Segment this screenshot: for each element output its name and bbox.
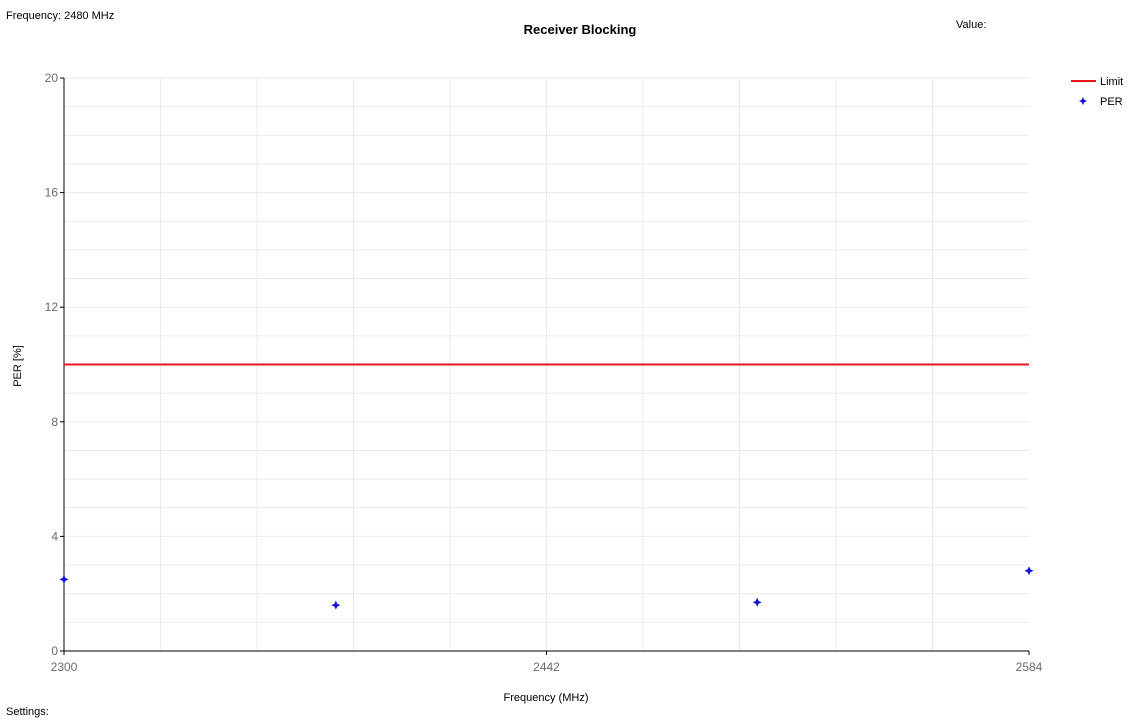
- y-tick-label: 12: [45, 300, 59, 314]
- per-point: [752, 597, 762, 607]
- plot-area: [59, 363, 1034, 610]
- axes: 0 4 8 12 16 20 2300 2442 2584: [45, 71, 1043, 674]
- per-point: [331, 600, 341, 610]
- settings-label: Settings:: [6, 706, 49, 718]
- x-tick-label: 2442: [533, 660, 560, 674]
- y-tick-label: 0: [51, 644, 58, 658]
- x-axis-title: Frequency (MHz): [504, 692, 589, 704]
- legend-per-label: PER: [1100, 96, 1123, 108]
- frequency-readout: Frequency: 2480 MHz: [6, 10, 115, 22]
- legend-limit-label: Limit: [1100, 76, 1123, 88]
- y-tick-label: 20: [45, 71, 59, 85]
- value-readout: Value:: [956, 19, 987, 31]
- chart-title: Receiver Blocking: [523, 22, 637, 37]
- x-tick-label: 2584: [1016, 660, 1043, 674]
- per-point: [1024, 566, 1034, 576]
- x-tick-label: 2300: [51, 660, 78, 674]
- legend: Limit PER: [1071, 76, 1123, 108]
- y-tick-label: 8: [51, 415, 58, 429]
- y-tick-label: 16: [45, 186, 59, 200]
- per-point: [59, 574, 69, 584]
- legend-per-swatch: [1079, 97, 1087, 105]
- y-axis-title: PER [%]: [12, 345, 24, 387]
- y-tick-label: 4: [51, 529, 58, 543]
